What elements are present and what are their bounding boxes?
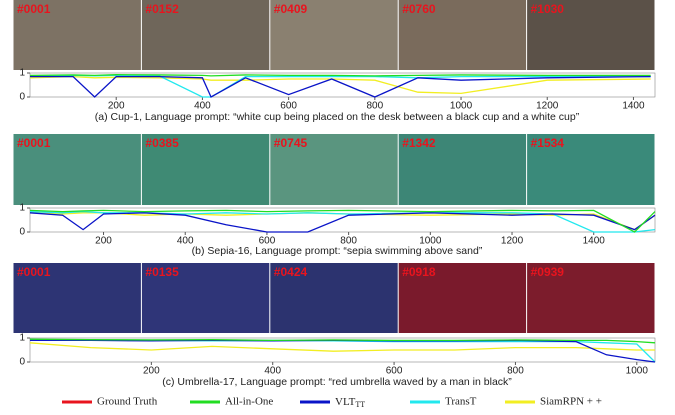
frame-image — [398, 134, 527, 205]
x-tick-label: 800 — [507, 366, 524, 377]
x-tick-label: 1000 — [419, 236, 442, 247]
legend-label: VLTTT — [335, 396, 365, 409]
frame-number: #1534 — [531, 136, 565, 150]
series-line — [29, 338, 656, 344]
series-line — [29, 209, 656, 233]
series-line — [29, 212, 656, 233]
legend-label: SiamRPN + + — [540, 396, 602, 408]
frame-number: #0152 — [145, 2, 179, 16]
frame-image — [141, 263, 270, 333]
series-line — [29, 210, 656, 233]
legend-label: TransT — [445, 396, 477, 408]
frame-image — [270, 134, 398, 205]
legend-label: All-in-One — [225, 396, 273, 408]
frame-image — [527, 263, 655, 333]
series-line — [30, 75, 651, 98]
plot-frame — [29, 207, 656, 233]
x-tick-label: 400 — [194, 101, 211, 112]
caption: (b) Sepia-16, Language prompt: “sepia sw… — [192, 245, 483, 257]
x-tick-label: 600 — [280, 101, 297, 112]
x-tick-label: 1400 — [622, 101, 645, 112]
x-tick-label: 800 — [340, 236, 357, 247]
frame-number: #1030 — [531, 2, 565, 16]
legend-label-sub: TT — [355, 400, 365, 409]
frame-image — [270, 0, 398, 70]
y-tick-label: 0 — [19, 227, 25, 238]
frame-image — [398, 263, 527, 333]
x-tick-label: 1200 — [501, 236, 524, 247]
frame-number: #1342 — [402, 136, 436, 150]
x-tick-label: 1200 — [536, 101, 559, 112]
x-tick-label: 1000 — [450, 101, 473, 112]
frame-number: #0939 — [531, 265, 565, 279]
frame-image — [527, 134, 655, 205]
frame-image — [141, 0, 270, 70]
frame-number: #0424 — [274, 265, 308, 279]
frame-number: #0745 — [274, 136, 308, 150]
caption: (a) Cup-1, Language prompt: “white cup b… — [95, 111, 580, 123]
x-tick-label: 400 — [264, 366, 281, 377]
x-tick-label: 800 — [366, 101, 383, 112]
frame-image — [13, 0, 141, 70]
frame-number: #0918 — [402, 265, 436, 279]
y-tick-label: 1 — [19, 333, 25, 344]
legend-label-main: VLT — [335, 396, 356, 408]
frame-image — [13, 134, 141, 205]
frame-number: #0409 — [274, 2, 308, 16]
frame-image — [527, 0, 655, 70]
frame-number: #0385 — [145, 136, 179, 150]
frame-number: #0001 — [17, 136, 51, 150]
x-tick-label: 400 — [177, 236, 194, 247]
x-tick-label: 600 — [259, 236, 276, 247]
y-tick-label: 1 — [19, 68, 25, 79]
series-line — [29, 74, 651, 77]
x-tick-label: 600 — [386, 366, 403, 377]
legend-label: Ground Truth — [97, 396, 158, 408]
caption: (c) Umbrella-17, Language prompt: “red u… — [162, 376, 512, 388]
series-line — [29, 212, 656, 231]
y-tick-label: 0 — [19, 357, 25, 368]
x-tick-label: 200 — [108, 101, 125, 112]
x-tick-label: 200 — [143, 366, 160, 377]
frame-number: #0001 — [17, 2, 51, 16]
frame-image — [398, 0, 527, 70]
frame-number: #0135 — [145, 265, 179, 279]
x-tick-label: 200 — [95, 236, 112, 247]
y-tick-label: 1 — [19, 203, 25, 214]
frame-image — [141, 134, 270, 205]
x-tick-label: 1000 — [626, 366, 649, 377]
y-tick-label: 0 — [19, 92, 25, 103]
plot-frame — [29, 72, 656, 98]
frame-image — [270, 263, 398, 333]
x-tick-label: 1400 — [583, 236, 606, 247]
frame-number: #0001 — [17, 265, 51, 279]
series-line — [29, 342, 655, 352]
series-line — [29, 75, 651, 95]
frame-image — [13, 263, 141, 333]
frame-number: #0760 — [402, 2, 436, 16]
